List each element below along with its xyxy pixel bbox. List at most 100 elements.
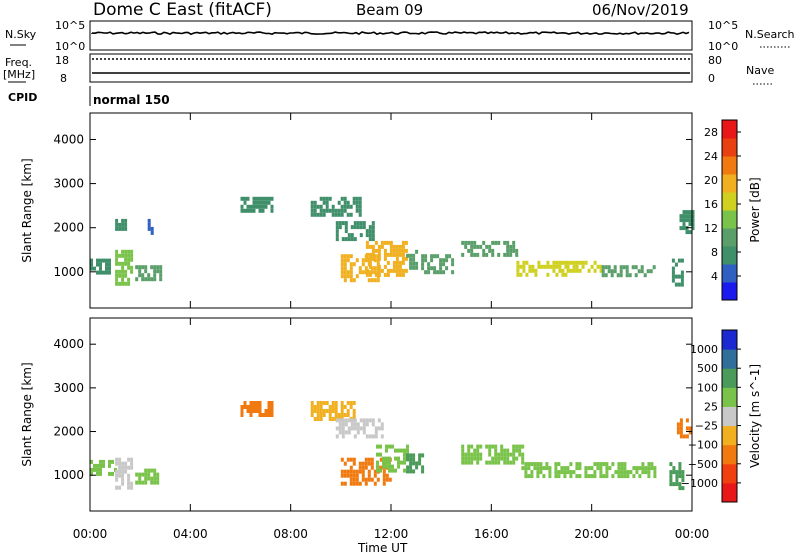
- velocity-cell: [485, 460, 489, 465]
- power-cell: [335, 221, 339, 226]
- velocity-cell: [344, 422, 348, 427]
- power-cell: [671, 258, 675, 263]
- power-cell: [105, 266, 108, 271]
- power-cell: [412, 261, 416, 266]
- velocity-cell: [388, 464, 391, 469]
- velocity-cell: [421, 453, 425, 458]
- velocity-cell: [99, 471, 102, 476]
- power-cell: [572, 268, 576, 273]
- power-cell: [607, 269, 611, 274]
- power-cell: [691, 210, 695, 215]
- velocity-cell: [364, 457, 368, 462]
- velocity-cell: [569, 470, 573, 475]
- power-cell: [141, 277, 145, 282]
- x-tick-label: 04:00: [173, 527, 208, 541]
- power-cell: [105, 262, 108, 267]
- velocity-cell: [341, 434, 345, 439]
- velocity-cell: [365, 434, 369, 439]
- power-cell: [376, 262, 380, 267]
- power-cell: [350, 237, 354, 242]
- power-cell: [590, 264, 594, 269]
- velocity-cell: [557, 462, 561, 467]
- velocity-cell: [539, 462, 543, 467]
- velocity-colorbar-tick-label: 1000: [690, 343, 718, 356]
- velocity-cell: [385, 464, 388, 469]
- power-cell: [596, 264, 600, 269]
- power-cell: [121, 222, 125, 227]
- power-cell: [383, 264, 387, 269]
- velocity-cell: [587, 466, 591, 471]
- velocity-cell: [382, 477, 386, 482]
- velocity-cell: [415, 465, 419, 470]
- velocity-cell: [545, 466, 549, 471]
- power-cell: [150, 265, 154, 270]
- power-cell: [593, 268, 597, 273]
- power-cell: [619, 265, 623, 270]
- velocity-cell: [554, 470, 558, 475]
- velocity-cell: [650, 462, 654, 467]
- velocity-cell: [533, 462, 537, 467]
- power-cell: [361, 258, 365, 263]
- power-cell: [358, 270, 362, 275]
- velocity-cell: [374, 430, 378, 435]
- velocity-cell: [355, 477, 359, 482]
- power-cell: [688, 218, 692, 223]
- power-cell: [344, 225, 348, 230]
- power-cell: [340, 258, 344, 263]
- velocity-cell: [617, 462, 621, 467]
- velocity-cell: [635, 466, 639, 471]
- velocity-cell: [240, 413, 244, 417]
- velocity-cell: [599, 462, 603, 467]
- power-cell: [531, 264, 535, 269]
- power-cell: [377, 264, 381, 269]
- power-cell: [409, 265, 413, 270]
- velocity-region-1: [115, 457, 134, 490]
- power-cell: [584, 260, 588, 265]
- velocity-ylabel: Slant Range [km]: [20, 362, 34, 466]
- power-cell: [383, 272, 387, 277]
- power-cell: [543, 264, 547, 269]
- power-cell: [389, 244, 393, 249]
- power-cell: [445, 254, 449, 259]
- velocity-cell: [246, 405, 250, 409]
- velocity-cell: [488, 452, 492, 457]
- x-tick-label: 12:00: [374, 527, 409, 541]
- velocity-cell: [361, 465, 365, 470]
- velocity-cell: [560, 470, 564, 475]
- power-cell: [674, 274, 678, 279]
- power-cell: [124, 253, 128, 258]
- velocity-cell: [127, 457, 131, 462]
- power-cell: [102, 258, 105, 263]
- velocity-cell: [313, 405, 317, 409]
- x-tick-label: 00:00: [675, 527, 710, 541]
- power-colorbar-frame: [721, 119, 738, 301]
- power-cell: [386, 260, 390, 265]
- power-cell: [365, 252, 369, 257]
- power-cell: [367, 270, 371, 275]
- power-cell: [546, 264, 550, 269]
- power-cell: [691, 218, 695, 223]
- velocity-cell: [682, 434, 686, 439]
- power-colorbar-segment: [722, 174, 737, 193]
- power-cell: [555, 272, 559, 277]
- power-cell: [96, 262, 99, 267]
- power-cell: [482, 248, 486, 253]
- power-cell: [461, 240, 465, 245]
- velocity-cell: [141, 472, 145, 477]
- power-cell: [141, 273, 145, 278]
- power-cell: [130, 265, 134, 270]
- velocity-cell: [156, 476, 160, 481]
- power-region-13: [516, 260, 568, 277]
- power-cell: [156, 269, 160, 274]
- power-cell: [572, 260, 576, 265]
- velocity-cell: [349, 401, 353, 405]
- power-cell: [115, 281, 119, 286]
- power-cell: [343, 258, 347, 263]
- power-cell: [575, 264, 579, 269]
- velocity-cell: [335, 434, 339, 439]
- velocity-cell: [382, 473, 386, 478]
- velocity-cell: [524, 474, 528, 479]
- power-cell: [401, 272, 405, 277]
- velocity-cell: [340, 409, 344, 413]
- velocity-cell: [352, 457, 356, 462]
